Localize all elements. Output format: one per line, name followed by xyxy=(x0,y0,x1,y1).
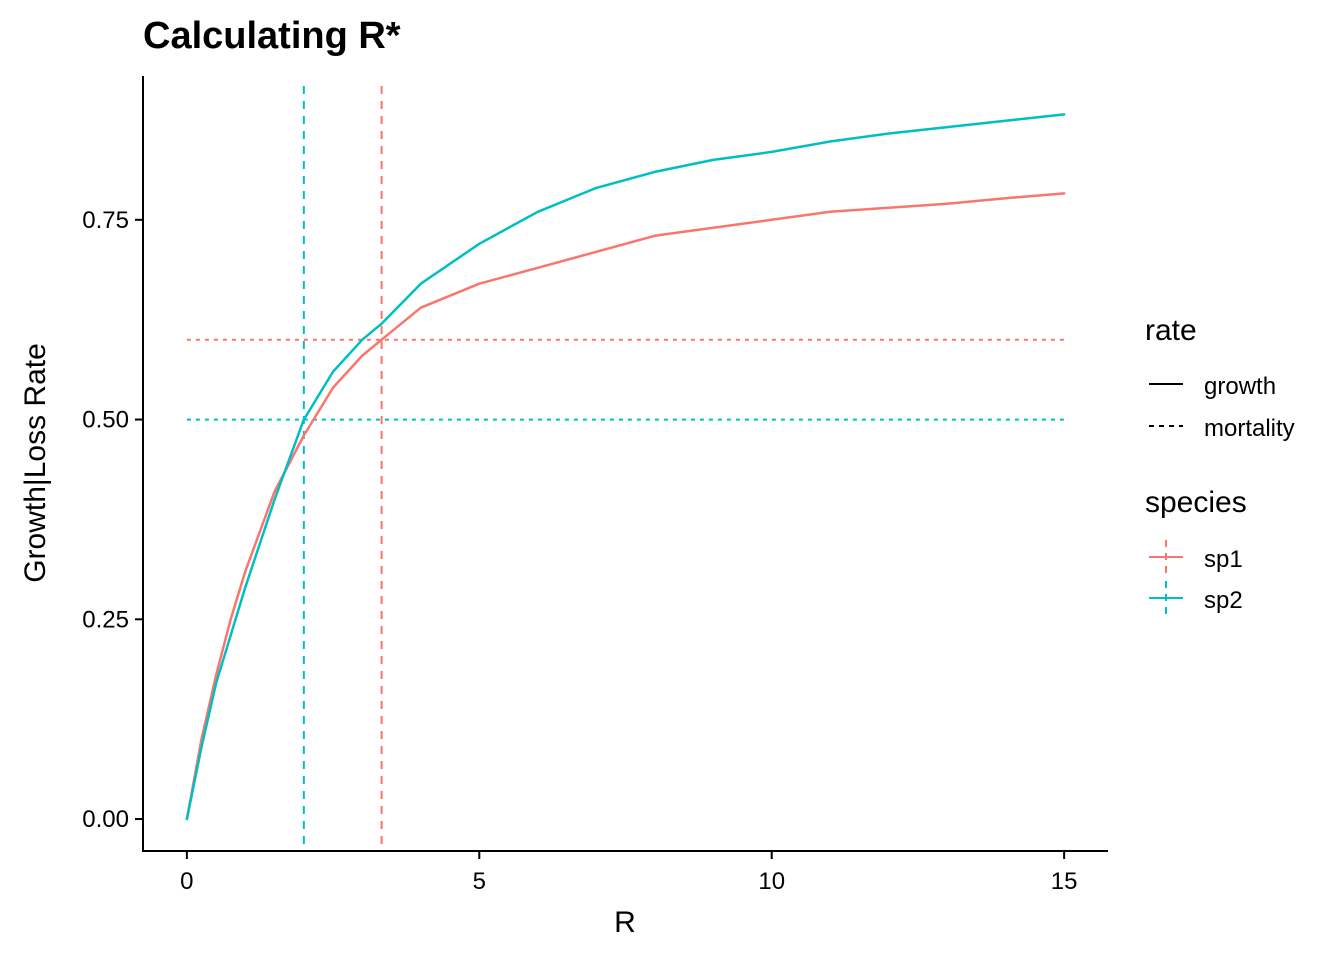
x-tick-label: 10 xyxy=(758,868,785,895)
y-axis-title: Growth|Loss Rate xyxy=(19,343,52,583)
x-axis-title: R xyxy=(614,906,636,939)
legend-key-sp1 xyxy=(1149,540,1183,575)
chart-title: Calculating R* xyxy=(143,15,401,57)
legend-label-sp1: sp1 xyxy=(1204,546,1243,573)
axes xyxy=(142,76,1108,852)
growth-line-sp1 xyxy=(185,192,1066,821)
legend-key-sp2 xyxy=(1149,581,1183,616)
legend-title-species: species xyxy=(1145,486,1247,519)
x-tick-label: 0 xyxy=(180,868,193,895)
y-tick-label: 0.75 xyxy=(82,207,129,234)
legend-label-sp2: sp2 xyxy=(1204,587,1243,614)
legend-title-rate: rate xyxy=(1145,314,1197,347)
legend: rate growth mortality species sp1 sp2 xyxy=(1145,314,1295,616)
y-tick-label: 0.25 xyxy=(82,606,129,633)
ticks: 0.00 0.25 0.50 0.75 0 5 10 15 xyxy=(82,207,1077,895)
legend-label-growth: growth xyxy=(1204,373,1276,400)
plot-marks xyxy=(185,86,1066,851)
x-tick-label: 5 xyxy=(473,868,486,895)
x-tick-label: 15 xyxy=(1051,868,1078,895)
y-tick-label: 0.50 xyxy=(82,407,129,434)
legend-label-mortality: mortality xyxy=(1204,415,1295,442)
growth-line-sp2 xyxy=(185,113,1066,821)
y-tick-label: 0.00 xyxy=(82,806,129,833)
